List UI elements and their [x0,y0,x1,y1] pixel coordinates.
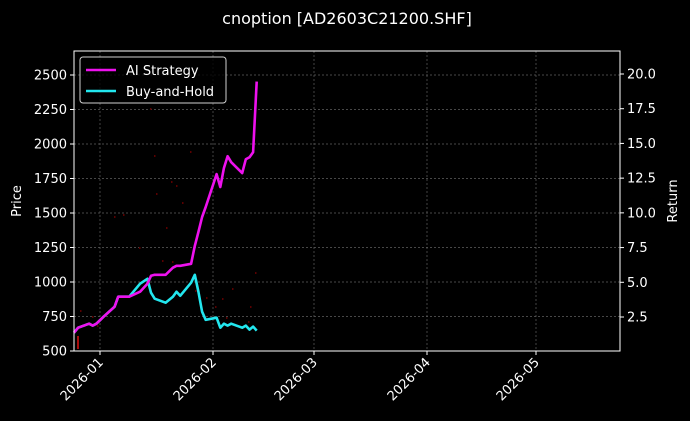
return-tick-label: 12.5 [627,172,656,187]
price-axis: 500 750 1000 1250 1500 1750 2000 2250 2500 [34,69,74,360]
price-tick-label: 1250 [34,241,67,256]
price-tick-label: 500 [42,345,67,360]
return-tick-label: 2.5 [627,311,648,326]
ai-strategy-line [72,81,258,334]
legend-box [79,56,227,104]
legend-label-buy-and-hold: Buy-and-Hold [126,85,214,100]
return-tick-label: 10.0 [627,206,656,221]
price-tick-label: 1000 [34,276,67,291]
price-tick-label: 2500 [34,69,67,84]
return-axis-label: Return [666,179,681,222]
plot-frame [73,50,621,352]
price-candles [80,108,257,327]
legend: AI Strategy Buy-and-Hold [79,56,227,104]
chart-title: cnoption [AD2603C21200.SHF] [222,9,472,28]
legend-label-ai-strategy: AI Strategy [126,64,199,79]
price-tick-label: 2000 [34,138,67,153]
price-tick-label: 1500 [34,207,67,222]
return-axis: 2.5 5.0 7.5 10.0 12.5 15.0 17.5 20.0 [620,68,656,326]
return-tick-label: 15.0 [627,137,656,152]
price-tick-label: 1750 [34,172,67,187]
grid-lines [74,51,620,351]
price-axis-label: Price [10,185,25,217]
price-tick-label: 2250 [34,103,67,118]
return-tick-label: 20.0 [627,68,656,83]
price-tick-label: 750 [42,310,67,325]
return-tick-label: 7.5 [627,241,648,256]
return-tick-label: 5.0 [627,276,648,291]
return-tick-label: 17.5 [627,102,656,117]
